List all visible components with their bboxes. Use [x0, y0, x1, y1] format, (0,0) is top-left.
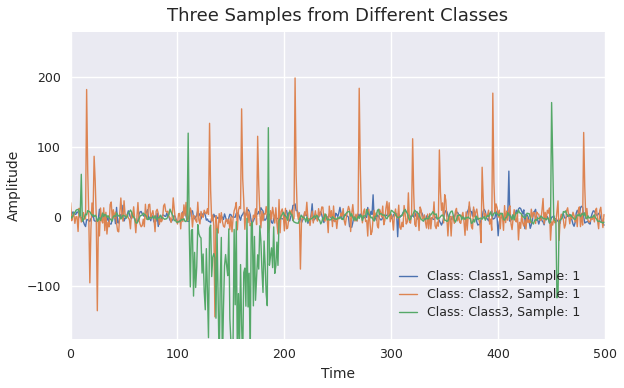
Class: Class1, Sample: 1: (489, 8.54): Class1, Sample: 1: (489, 8.54): [590, 208, 597, 213]
Class: Class3, Sample: 1: (489, 0.434): Class3, Sample: 1: (489, 0.434): [590, 214, 597, 219]
Class: Class1, Sample: 1: (0, 2.85): Class1, Sample: 1: (0, 2.85): [67, 213, 74, 217]
X-axis label: Time: Time: [321, 367, 355, 381]
Title: Three Samples from Different Classes: Three Samples from Different Classes: [167, 7, 509, 25]
Class: Class1, Sample: 1: (237, -8.33): Class1, Sample: 1: (237, -8.33): [320, 220, 328, 225]
Line: Class: Class2, Sample: 1: Class: Class2, Sample: 1: [71, 78, 604, 317]
Class: Class2, Sample: 1: (272, 5.99): Class2, Sample: 1: (272, 5.99): [358, 210, 365, 215]
Class: Class2, Sample: 1: (135, -144): Class2, Sample: 1: (135, -144): [211, 315, 218, 319]
Class: Class2, Sample: 1: (499, 3.2): Class2, Sample: 1: (499, 3.2): [600, 212, 608, 217]
Class: Class2, Sample: 1: (210, 199): Class2, Sample: 1: (210, 199): [291, 76, 299, 80]
Line: Class: Class3, Sample: 1: Class: Class3, Sample: 1: [71, 102, 604, 369]
Y-axis label: Amplitude: Amplitude: [7, 150, 21, 221]
Class: Class2, Sample: 1: (411, 15.7): Class2, Sample: 1: (411, 15.7): [506, 203, 514, 208]
Class: Class1, Sample: 1: (410, 65.5): Class1, Sample: 1: (410, 65.5): [505, 169, 512, 173]
Class: Class2, Sample: 1: (299, -7.23): Class2, Sample: 1: (299, -7.23): [386, 220, 394, 224]
Class: Class1, Sample: 1: (297, 6.73): Class1, Sample: 1: (297, 6.73): [384, 210, 392, 215]
Class: Class3, Sample: 1: (271, 1.44): Class3, Sample: 1: (271, 1.44): [356, 213, 364, 218]
Class: Class1, Sample: 1: (411, -6.49): Class1, Sample: 1: (411, -6.49): [506, 219, 514, 223]
Class: Class1, Sample: 1: (240, -0.183): Class1, Sample: 1: (240, -0.183): [323, 215, 331, 219]
Legend: Class: Class1, Sample: 1, Class: Class2, Sample: 1, Class: Class3, Sample: 1: Class: Class1, Sample: 1, Class: Class2,…: [391, 262, 588, 326]
Line: Class: Class1, Sample: 1: Class: Class1, Sample: 1: [71, 171, 604, 237]
Class: Class3, Sample: 1: (499, -7.71): Class3, Sample: 1: (499, -7.71): [600, 220, 608, 225]
Class: Class3, Sample: 1: (298, 1.69): Class3, Sample: 1: (298, 1.69): [386, 213, 393, 218]
Class: Class3, Sample: 1: (241, -3.07): Class3, Sample: 1: (241, -3.07): [324, 217, 332, 221]
Class: Class3, Sample: 1: (238, 4.21): Class3, Sample: 1: (238, 4.21): [321, 211, 329, 216]
Class: Class2, Sample: 1: (242, 15.3): Class2, Sample: 1: (242, 15.3): [326, 204, 333, 208]
Class: Class3, Sample: 1: (0, 0.207): Class3, Sample: 1: (0, 0.207): [67, 214, 74, 219]
Class: Class2, Sample: 1: (239, 3.41): Class2, Sample: 1: (239, 3.41): [323, 212, 330, 217]
Class: Class3, Sample: 1: (142, -218): Class3, Sample: 1: (142, -218): [218, 367, 226, 371]
Class: Class2, Sample: 1: (489, 1.85): Class2, Sample: 1: (489, 1.85): [590, 213, 597, 218]
Class: Class1, Sample: 1: (499, -12.1): Class1, Sample: 1: (499, -12.1): [600, 223, 608, 228]
Class: Class3, Sample: 1: (410, 2.18): Class3, Sample: 1: (410, 2.18): [505, 213, 512, 218]
Class: Class1, Sample: 1: (306, -28.6): Class1, Sample: 1: (306, -28.6): [394, 234, 401, 239]
Class: Class3, Sample: 1: (450, 164): Class3, Sample: 1: (450, 164): [548, 100, 555, 105]
Class: Class1, Sample: 1: (270, 0.454): Class1, Sample: 1: (270, 0.454): [356, 214, 363, 219]
Class: Class2, Sample: 1: (0, 20.3): Class2, Sample: 1: (0, 20.3): [67, 200, 74, 205]
